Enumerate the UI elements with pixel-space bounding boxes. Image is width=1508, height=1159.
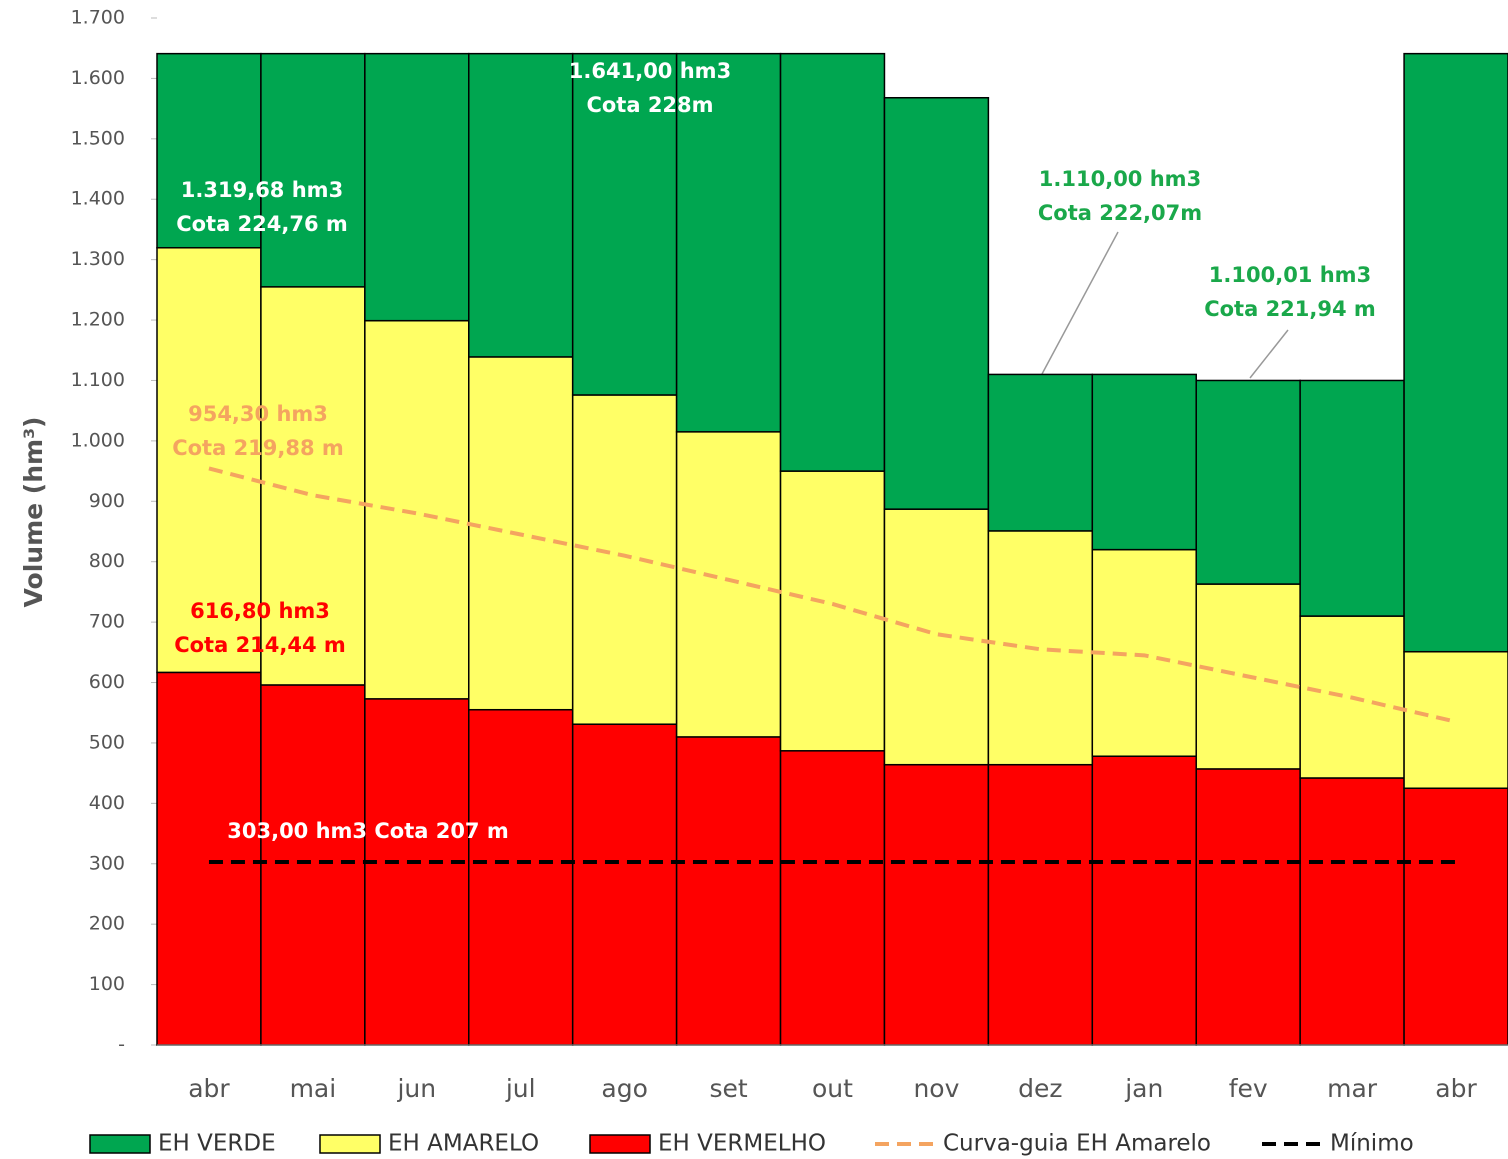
y-tick-label: 500 bbox=[89, 731, 125, 753]
x-tick-label: ago bbox=[601, 1074, 647, 1103]
y-tick-label: - bbox=[118, 1034, 125, 1056]
legend-swatch bbox=[89, 1134, 151, 1154]
legend-label: Mínimo bbox=[1330, 1131, 1414, 1157]
bar-segment bbox=[468, 52, 574, 358]
legend-label: Curva-guia EH Amarelo bbox=[943, 1131, 1211, 1157]
bar-segment bbox=[364, 52, 470, 322]
y-tick-label: 300 bbox=[89, 852, 125, 874]
y-tick-label: 1.700 bbox=[71, 7, 125, 29]
y-tick-label: 1.600 bbox=[71, 67, 125, 89]
bar-segment bbox=[571, 394, 678, 725]
bar-segment bbox=[1091, 373, 1197, 551]
bar-segment bbox=[1403, 650, 1508, 790]
y-tick-label: 1.400 bbox=[71, 188, 125, 210]
legend-label: EH VERDE bbox=[158, 1131, 276, 1157]
bar-segment bbox=[883, 508, 990, 766]
annotation: Cota 224,76 m bbox=[176, 212, 348, 236]
leader-line bbox=[1249, 329, 1289, 379]
annotation: 303,00 hm3 Cota 207 m bbox=[227, 819, 509, 843]
annotation: Cota 219,88 m bbox=[172, 436, 344, 460]
x-tick-label: jun bbox=[396, 1074, 436, 1103]
annotation: Cota 221,94 m bbox=[1204, 297, 1376, 321]
bar-segment bbox=[260, 52, 366, 288]
y-tick-label: 800 bbox=[89, 550, 125, 572]
bar-segment bbox=[675, 736, 782, 1046]
bar-segment bbox=[987, 530, 1094, 766]
annotation: 1.100,01 hm3 bbox=[1209, 263, 1371, 287]
bar-segment bbox=[779, 470, 886, 752]
bar-segment bbox=[468, 708, 574, 1046]
annotation: 954,30 hm3 bbox=[188, 402, 328, 426]
x-tick-label: nov bbox=[913, 1074, 959, 1103]
bar-segment bbox=[1195, 379, 1301, 585]
x-tick-label: dez bbox=[1018, 1074, 1062, 1103]
x-tick-label: mai bbox=[290, 1074, 337, 1103]
annotation: Cota 228m bbox=[586, 93, 713, 117]
annotation: 1.319,68 hm3 bbox=[181, 178, 343, 202]
bar-segment bbox=[987, 763, 1094, 1046]
bar-segment bbox=[675, 431, 782, 738]
bar-segment bbox=[364, 319, 470, 700]
bar-segment bbox=[1403, 787, 1508, 1046]
bar-segment bbox=[779, 750, 886, 1046]
bar-segment bbox=[364, 698, 470, 1046]
y-tick-label: 1.200 bbox=[71, 309, 125, 331]
y-tick-label: 1.100 bbox=[71, 369, 125, 391]
bar-segment bbox=[1091, 548, 1197, 757]
bar-segment bbox=[1299, 777, 1405, 1046]
bar-segment bbox=[1091, 755, 1197, 1046]
y-axis-label: Volume (hm³) bbox=[19, 417, 48, 608]
bar-segment bbox=[779, 52, 886, 472]
x-tick-label: fev bbox=[1229, 1074, 1268, 1103]
bar-segment bbox=[1403, 52, 1508, 653]
y-tick-label: 900 bbox=[89, 490, 125, 512]
legend-swatch bbox=[589, 1134, 651, 1154]
bar-segment bbox=[571, 52, 678, 396]
line-series bbox=[208, 466, 1457, 724]
bar-segment bbox=[1195, 768, 1301, 1046]
annotation: Cota 222,07m bbox=[1038, 201, 1202, 225]
annotation: Cota 214,44 m bbox=[174, 633, 346, 657]
bar-segment bbox=[571, 723, 678, 1046]
annotation: 1.641,00 hm3 bbox=[569, 59, 731, 83]
annotation: 616,80 hm3 bbox=[190, 599, 330, 623]
x-tick-label: jan bbox=[1124, 1074, 1163, 1103]
x-tick-label: jul bbox=[505, 1074, 536, 1103]
legend-swatch bbox=[319, 1134, 381, 1154]
y-tick-label: 600 bbox=[89, 671, 125, 693]
bar-segment bbox=[883, 763, 990, 1046]
bar-segment bbox=[883, 96, 990, 510]
x-tick-label: abr bbox=[1435, 1074, 1477, 1103]
y-tick-label: 1.000 bbox=[71, 429, 125, 451]
bar-segment bbox=[260, 684, 366, 1046]
y-tick-label: 1.500 bbox=[71, 127, 125, 149]
y-tick-label: 1.300 bbox=[71, 248, 125, 270]
y-tick-label: 100 bbox=[89, 973, 125, 995]
annotation: 1.110,00 hm3 bbox=[1039, 167, 1201, 191]
x-tick-label: set bbox=[709, 1074, 747, 1103]
legend-label: EH AMARELO bbox=[388, 1131, 539, 1157]
bar-segment bbox=[156, 52, 262, 249]
bar-segment bbox=[156, 671, 262, 1046]
y-tick-label: 400 bbox=[89, 792, 125, 814]
y-tick-label: 200 bbox=[89, 913, 125, 935]
legend-label: EH VERMELHO bbox=[658, 1131, 826, 1157]
bar-segment bbox=[1299, 379, 1405, 617]
x-tick-label: abr bbox=[188, 1074, 230, 1103]
leader-line bbox=[1041, 231, 1119, 375]
bar-segment bbox=[987, 373, 1094, 532]
bar-segment bbox=[675, 52, 782, 433]
y-tick-label: 700 bbox=[89, 611, 125, 633]
x-tick-label: mar bbox=[1327, 1074, 1378, 1103]
x-tick-label: out bbox=[812, 1074, 853, 1103]
